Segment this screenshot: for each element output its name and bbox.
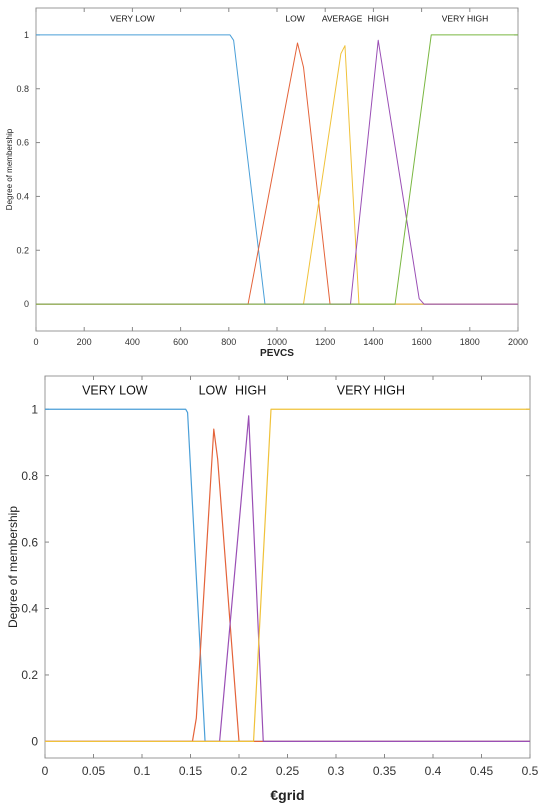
pevcs-x-tick-label: 600	[173, 337, 188, 347]
pevcs-series-line-very-high	[36, 34, 518, 305]
pevcs-x-tick-label: 2000	[508, 337, 528, 347]
egrid-y-tick-label: 0.4	[21, 602, 38, 616]
egrid-x-tick-label: 0	[42, 764, 49, 778]
egrid-series-line-very-high	[45, 408, 530, 742]
pevcs-x-tick-label: 1600	[412, 337, 432, 347]
pevcs-set-label-average: AVERAGE	[322, 13, 363, 23]
chart-pevcs: 0 200 400 600 800 1000 1200 1400 1600 1800 2000 0 0.…	[0, 0, 550, 360]
pevcs-series-line-low	[36, 42, 518, 305]
pevcs-x-tick-label: 1800	[460, 337, 480, 347]
pevcs-x-tick-label: 200	[77, 337, 92, 347]
egrid-series-line-high	[45, 415, 530, 742]
pevcs-y-tick-label: 0.4	[16, 192, 29, 202]
pevcs-x-tick-label: 1400	[363, 337, 383, 347]
egrid-set-label-high: HIGH	[235, 383, 266, 397]
egrid-x-tick-label: 0.1	[134, 764, 151, 778]
egrid-y-tick-label: 0.6	[21, 535, 38, 549]
egrid-y-tick-label: 0.8	[21, 469, 38, 483]
pevcs-x-axis-label: PEVCS	[260, 348, 294, 359]
pevcs-series-line-average	[36, 45, 518, 305]
egrid-x-tick-label: 0.15	[179, 764, 203, 778]
egrid-set-label-very-high: VERY HIGH	[337, 383, 405, 397]
chart-egrid: 0 0.05 0.1 0.15 0.2 0.25 0.3 0.35 0.4 0.45 0.5 0 0.2…	[0, 366, 550, 807]
pevcs-x-tick-label: 1000	[267, 337, 287, 347]
pevcs-set-label-high: HIGH	[368, 13, 389, 23]
pevcs-x-tick-label: 400	[125, 337, 140, 347]
pevcs-y-tick-label: 0.6	[16, 138, 29, 148]
egrid-x-tick-label: 0.2	[231, 764, 248, 778]
egrid-x-tick-label: 0.35	[373, 764, 397, 778]
pevcs-y-tick-label: 0.2	[16, 245, 29, 255]
egrid-plot-frame	[44, 375, 531, 759]
egrid-x-tick-label: 0.5	[522, 764, 539, 778]
pevcs-x-tick-label: 0	[33, 337, 38, 347]
egrid-series-line-very-low	[45, 408, 530, 742]
egrid-y-tick-label: 0.2	[21, 668, 38, 682]
chart-pevcs-svg: 0 200 400 600 800 1000 1200 1400 1600 1800 2000 0 0.…	[5, 7, 528, 359]
chart-egrid-svg: 0 0.05 0.1 0.15 0.2 0.25 0.3 0.35 0.4 0.45 0.5 0 0.2…	[6, 375, 539, 803]
pevcs-y-tick-label: 0.8	[16, 84, 29, 94]
egrid-x-tick-label: 0.3	[328, 764, 345, 778]
egrid-y-axis-label: Degree of membership	[6, 506, 20, 628]
egrid-series-line-low	[45, 428, 530, 742]
egrid-x-tick-label: 0.4	[425, 764, 442, 778]
pevcs-plot-frame	[35, 7, 519, 332]
pevcs-x-tick-label: 1200	[315, 337, 335, 347]
egrid-set-label-low: LOW	[199, 383, 228, 397]
pevcs-y-tick-label: 1	[24, 30, 29, 40]
egrid-set-label-very-low: VERY LOW	[82, 383, 148, 397]
egrid-x-axis-label: €grid	[270, 787, 304, 803]
pevcs-series-line-very-low	[36, 34, 518, 305]
pevcs-y-axis-label: Degree of membership	[5, 128, 14, 210]
egrid-x-tick-label: 0.05	[82, 764, 106, 778]
egrid-y-tick-label: 0	[31, 735, 38, 749]
pevcs-set-label-low: LOW	[285, 13, 304, 23]
pevcs-x-tick-label: 800	[221, 337, 236, 347]
egrid-x-tick-label: 0.45	[470, 764, 494, 778]
pevcs-set-label-very-high: VERY HIGH	[442, 13, 488, 23]
pevcs-y-tick-label: 0	[24, 299, 29, 309]
egrid-y-tick-label: 1	[31, 402, 38, 416]
egrid-x-tick-label: 0.25	[276, 764, 300, 778]
pevcs-series-line-high	[36, 39, 518, 305]
pevcs-set-label-very-low: VERY LOW	[110, 13, 155, 23]
